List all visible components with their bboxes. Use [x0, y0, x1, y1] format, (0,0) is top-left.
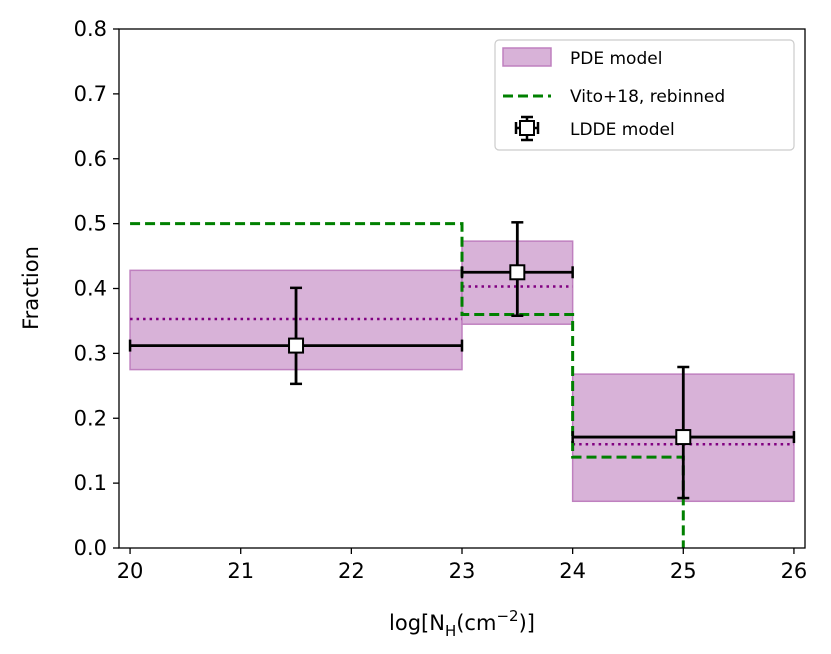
legend-pde-swatch — [502, 47, 552, 67]
x-tick-label-2: 22 — [338, 559, 365, 583]
x-tick-label-5: 25 — [670, 559, 697, 583]
x-label-mid: (cm — [456, 611, 496, 635]
y-tick-label-0: 0.0 — [74, 536, 107, 560]
y-tick-label-5: 0.5 — [74, 212, 107, 236]
y-tick-label-4: 0.4 — [74, 277, 107, 301]
y-axis-label: Fraction — [19, 246, 43, 330]
x-tick-label-4: 24 — [559, 559, 586, 583]
y-tick-label-2: 0.2 — [74, 406, 107, 430]
legend: PDE model Vito+18, rebinned LDDE model — [494, 39, 795, 151]
x-tick-label-1: 21 — [227, 559, 254, 583]
y-tick-label-3: 0.3 — [74, 341, 107, 365]
y-tick-label-6: 0.6 — [74, 147, 107, 171]
y-tick-label-7: 0.7 — [74, 82, 107, 106]
x-label-sub: H — [445, 622, 456, 640]
ldde-marker-1 — [509, 264, 526, 281]
legend-ldde-label: LDDE model — [570, 120, 675, 140]
plot-area: 20 21 22 23 24 25 26 0.0 0.1 0.2 0.3 0.4 0.5 0.6 0.7 0.… — [74, 17, 808, 583]
x-axis-label: log[NH(cm−2)] — [389, 607, 535, 640]
legend-frame — [494, 39, 795, 151]
ldde-marker-0 — [288, 337, 305, 354]
x-label-prefix: log[N — [389, 611, 445, 635]
x-tick-label-0: 20 — [117, 559, 144, 583]
legend-vito-label: Vito+18, rebinned — [570, 87, 725, 107]
x-label-sup: −2 — [496, 607, 518, 625]
x-label-suffix: )] — [519, 611, 535, 635]
x-tick-label-3: 23 — [449, 559, 476, 583]
legend-ldde-marker — [514, 115, 540, 142]
ldde-marker-2 — [675, 429, 692, 446]
y-tick-label-8: 0.8 — [74, 17, 107, 41]
legend-pde-label: PDE model — [570, 49, 662, 69]
x-tick-label-6: 26 — [781, 559, 808, 583]
y-tick-label-1: 0.1 — [74, 471, 107, 495]
